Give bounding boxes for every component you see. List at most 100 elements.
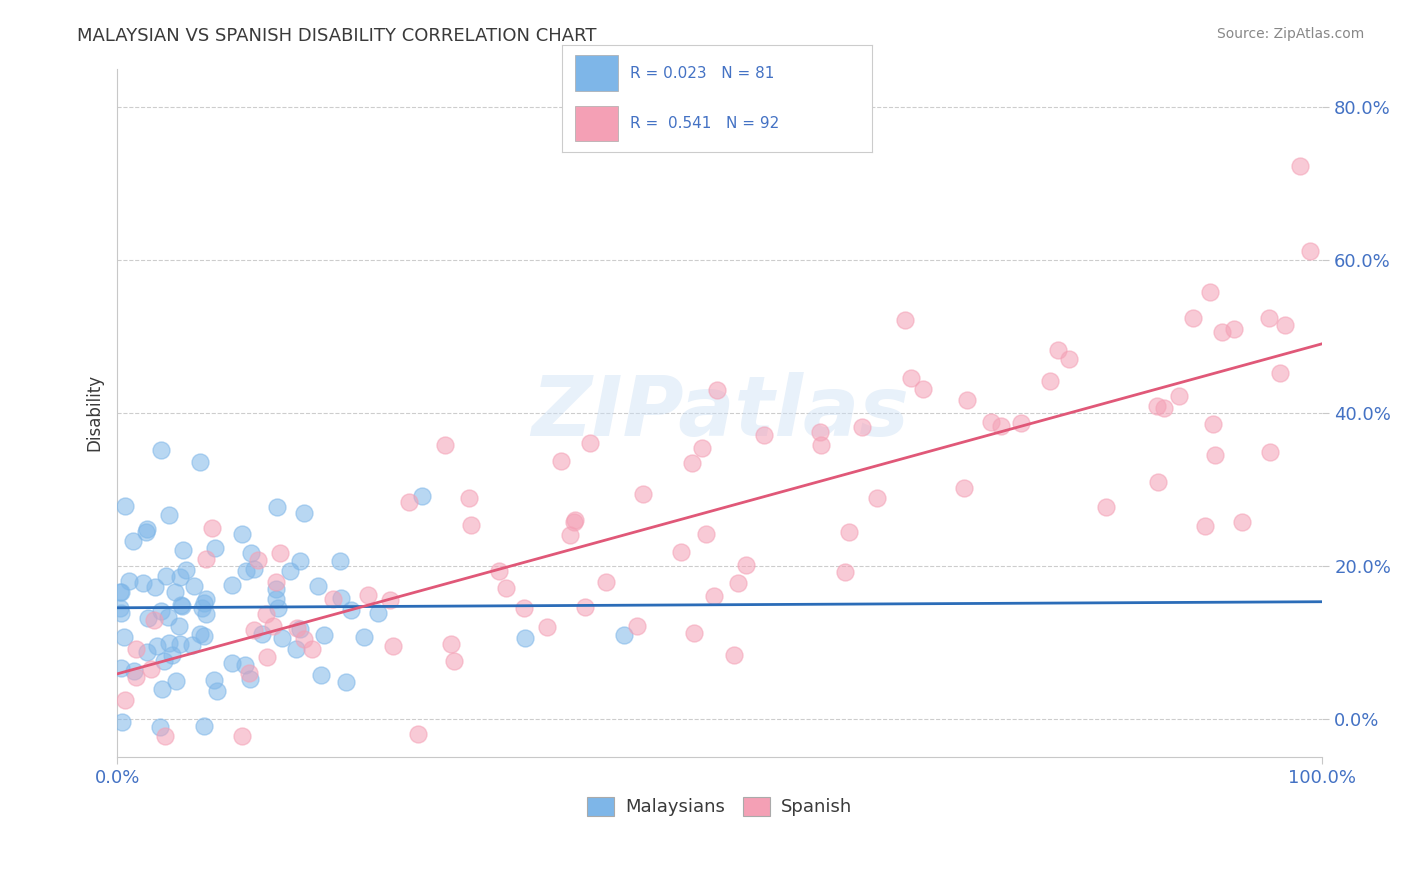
Point: [194, 607, 217, 622]
Point: [353, 630, 375, 644]
Point: [367, 606, 389, 620]
Point: [150, 443, 173, 458]
Point: [169, 637, 191, 651]
Point: [1223, 322, 1246, 336]
Point: [146, 639, 169, 653]
Point: [1211, 325, 1233, 339]
Point: [398, 494, 420, 508]
Point: [239, 672, 262, 686]
Point: [183, 579, 205, 593]
Point: [142, 613, 165, 627]
Point: [193, 629, 215, 643]
Point: [231, 730, 253, 744]
Point: [170, 598, 193, 612]
Point: [834, 566, 856, 580]
Point: [156, 609, 179, 624]
Point: [851, 419, 873, 434]
Point: [322, 591, 344, 606]
Text: Source: ZipAtlas.com: Source: ZipAtlas.com: [1216, 27, 1364, 41]
Point: [1274, 318, 1296, 333]
Point: [458, 491, 481, 506]
Point: [117, 574, 139, 589]
Point: [132, 575, 155, 590]
Point: [727, 576, 749, 591]
Point: [150, 681, 173, 696]
Point: [110, 607, 132, 621]
Point: [443, 654, 465, 668]
Point: [157, 508, 180, 522]
Point: [1268, 366, 1291, 380]
Point: [193, 719, 215, 733]
Point: [380, 593, 402, 607]
Point: [683, 626, 706, 640]
Point: [122, 664, 145, 678]
Point: [155, 568, 177, 582]
Point: [125, 670, 148, 684]
Point: [160, 648, 183, 662]
Text: R = 0.023   N = 81: R = 0.023 N = 81: [630, 66, 775, 81]
Point: [314, 628, 336, 642]
Point: [329, 554, 352, 568]
Text: MALAYSIAN VS SPANISH DISABILITY CORRELATION CHART: MALAYSIAN VS SPANISH DISABILITY CORRELAT…: [77, 27, 596, 45]
Point: [1095, 500, 1118, 514]
Text: ZIPatlas: ZIPatlas: [531, 372, 908, 453]
Point: [752, 428, 775, 442]
Point: [558, 527, 581, 541]
Point: [292, 632, 315, 647]
Point: [1258, 445, 1281, 459]
Point: [112, 630, 135, 644]
Point: [574, 600, 596, 615]
Point: [266, 500, 288, 515]
Point: [139, 662, 162, 676]
FancyBboxPatch shape: [575, 105, 619, 141]
Point: [434, 438, 457, 452]
Point: [893, 313, 915, 327]
Point: [292, 506, 315, 520]
Point: [205, 684, 228, 698]
Point: [1230, 515, 1253, 529]
Point: [285, 641, 308, 656]
Point: [990, 419, 1012, 434]
Point: [1039, 374, 1062, 388]
Point: [108, 584, 131, 599]
Point: [307, 579, 329, 593]
Legend: Malaysians, Spanish: Malaysians, Spanish: [581, 789, 859, 823]
Point: [136, 610, 159, 624]
Point: [1146, 399, 1168, 413]
Point: [1202, 417, 1225, 431]
Point: [200, 521, 222, 535]
Point: [562, 515, 585, 529]
Point: [143, 581, 166, 595]
Point: [440, 637, 463, 651]
Point: [488, 564, 510, 578]
Point: [221, 578, 243, 592]
Point: [114, 499, 136, 513]
Point: [1047, 343, 1070, 358]
Point: [357, 588, 380, 602]
Point: [1010, 416, 1032, 430]
Point: [264, 574, 287, 589]
Point: [193, 596, 215, 610]
Point: [250, 627, 273, 641]
Point: [188, 455, 211, 469]
Point: [912, 382, 935, 396]
Point: [382, 640, 405, 654]
Point: [172, 599, 194, 614]
Point: [150, 604, 173, 618]
Point: [271, 631, 294, 645]
Point: [1057, 352, 1080, 367]
Point: [264, 582, 287, 596]
Point: [309, 667, 332, 681]
Point: [735, 558, 758, 572]
Point: [238, 665, 260, 680]
Point: [285, 621, 308, 635]
Point: [195, 592, 218, 607]
Point: [173, 542, 195, 557]
Point: [690, 442, 713, 456]
Point: [240, 546, 263, 560]
Point: [669, 545, 692, 559]
Point: [1199, 285, 1222, 300]
Point: [118, 778, 141, 792]
Point: [703, 589, 725, 603]
Point: [110, 600, 132, 615]
